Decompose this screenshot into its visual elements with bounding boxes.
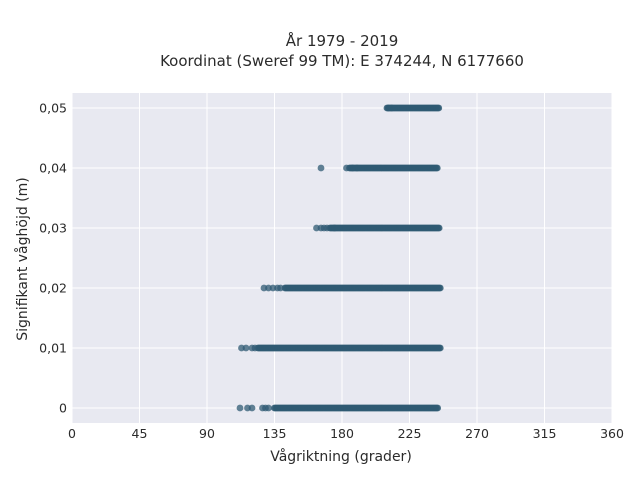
data-point bbox=[317, 164, 325, 172]
y-tick-label-2: 0,02 bbox=[39, 281, 67, 296]
y-tick-label-0: 0 bbox=[59, 401, 67, 416]
y-tick-label-1: 0,01 bbox=[39, 341, 67, 356]
x-axis-label: Vågriktning (grader) bbox=[270, 448, 412, 465]
data-point bbox=[435, 224, 443, 232]
data-point bbox=[242, 344, 250, 352]
x-tick-label-6: 270 bbox=[465, 426, 489, 441]
data-point bbox=[433, 164, 441, 172]
data-points bbox=[236, 104, 444, 412]
data-point bbox=[436, 284, 444, 292]
chart-title-line1: År 1979 - 2019 bbox=[286, 31, 399, 50]
x-tick-label-1: 45 bbox=[132, 426, 148, 441]
x-tick-label-7: 315 bbox=[533, 426, 557, 441]
x-tick-label-4: 180 bbox=[330, 426, 354, 441]
y-axis-label: Signifikant våghöjd (m) bbox=[14, 177, 31, 340]
y-tick-label-5: 0,05 bbox=[39, 101, 67, 116]
data-point bbox=[436, 344, 444, 352]
y-tick-label-4: 0,04 bbox=[39, 161, 67, 176]
x-tick-label-3: 135 bbox=[263, 426, 287, 441]
y-tick-label-3: 0,03 bbox=[39, 221, 67, 236]
data-point bbox=[265, 404, 272, 412]
data-point bbox=[434, 404, 442, 412]
x-tick-label-5: 225 bbox=[398, 426, 422, 441]
x-tick-label-8: 360 bbox=[600, 426, 624, 441]
data-point bbox=[435, 104, 443, 112]
x-tick-labels: 0 45 90 135 180 225 270 315 360 bbox=[68, 426, 624, 441]
data-point bbox=[248, 404, 256, 412]
x-tick-label-0: 0 bbox=[68, 426, 76, 441]
y-tick-labels: 0 0,01 0,02 0,03 0,04 0,05 bbox=[39, 101, 67, 416]
x-tick-label-2: 90 bbox=[199, 426, 215, 441]
data-point bbox=[236, 404, 244, 412]
chart-title-line2: Koordinat (Sweref 99 TM): E 374244, N 61… bbox=[160, 52, 524, 70]
